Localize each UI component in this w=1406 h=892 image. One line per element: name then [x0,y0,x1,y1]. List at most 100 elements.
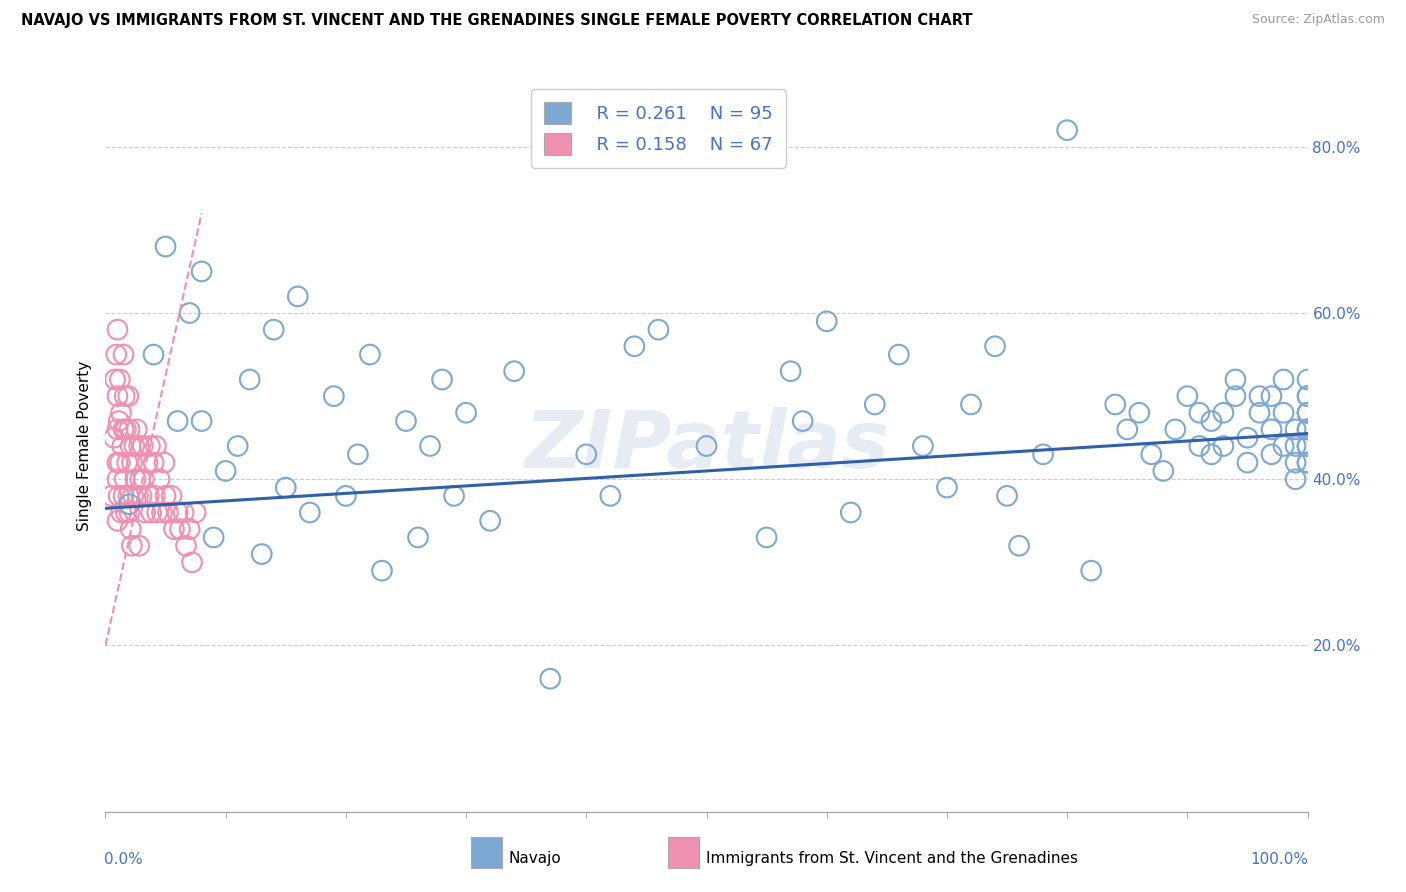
Point [1056,123,1078,137]
Point [112,422,135,436]
Point [1296,456,1319,470]
Point [122,489,145,503]
Point [815,314,838,328]
Point [226,439,249,453]
Point [107,323,129,337]
Point [1284,472,1306,486]
Point [1296,389,1319,403]
Point [115,506,138,520]
Point [160,489,183,503]
Point [108,456,131,470]
Point [107,414,129,428]
Point [163,522,186,536]
Point [984,339,1007,353]
Point [1212,439,1234,453]
Point [146,506,169,520]
Point [117,489,139,503]
Point [1140,447,1163,461]
Point [121,539,143,553]
Point [1032,447,1054,461]
Point [1008,539,1031,553]
Point [132,439,155,453]
Point [169,522,191,536]
Point [779,364,801,378]
Point [1152,464,1174,478]
Point [118,422,141,436]
Point [111,439,134,453]
Point [112,489,135,503]
Point [1272,372,1295,386]
Point [1296,422,1319,436]
Point [1212,406,1234,420]
Point [184,506,207,520]
Text: Navajo: Navajo [509,851,562,865]
Text: 100.0%: 100.0% [1251,852,1309,867]
Point [1296,439,1319,453]
Point [107,456,129,470]
Point [139,439,162,453]
Point [155,489,177,503]
Point [166,506,188,520]
Point [503,364,526,378]
Point [995,489,1018,503]
Point [443,489,465,503]
Point [395,414,418,428]
Point [131,489,153,503]
Point [1249,406,1271,420]
Point [107,489,129,503]
Legend:   R = 0.261    N = 95,   R = 0.158    N = 67: R = 0.261 N = 95, R = 0.158 N = 67 [531,89,786,168]
Point [114,472,136,486]
Point [179,522,201,536]
Point [298,506,321,520]
Point [263,323,285,337]
Point [287,289,309,303]
Text: ZIPatlas: ZIPatlas [524,407,889,485]
Point [792,414,814,428]
Point [1225,389,1247,403]
Point [120,522,142,536]
Point [1201,447,1223,461]
Point [174,539,197,553]
Point [1296,422,1319,436]
Point [322,389,344,403]
Point [1236,456,1258,470]
Point [1188,439,1211,453]
Point [1284,439,1306,453]
Point [108,372,131,386]
Point [1080,564,1102,578]
Point [239,372,262,386]
Point [145,439,167,453]
Point [190,264,212,278]
Point [153,456,176,470]
Point [138,489,160,503]
Point [1296,406,1319,420]
Point [143,489,166,503]
Point [120,439,142,453]
Point [1116,422,1139,436]
Point [103,431,125,445]
Point [1188,406,1211,420]
Point [538,672,561,686]
Point [190,414,212,428]
Point [1284,422,1306,436]
Point [202,530,225,544]
Point [107,389,129,403]
Point [359,347,381,362]
Point [1296,389,1319,403]
Point [127,489,149,503]
Point [107,422,129,436]
Point [107,472,129,486]
Point [274,481,297,495]
Point [128,439,150,453]
Point [134,506,156,520]
Point [1236,431,1258,445]
Point [166,414,188,428]
Point [150,506,173,520]
Point [125,422,148,436]
Point [1296,456,1319,470]
Point [128,539,150,553]
Point [1296,372,1319,386]
Point [887,347,910,362]
Point [250,547,273,561]
Point [129,472,152,486]
